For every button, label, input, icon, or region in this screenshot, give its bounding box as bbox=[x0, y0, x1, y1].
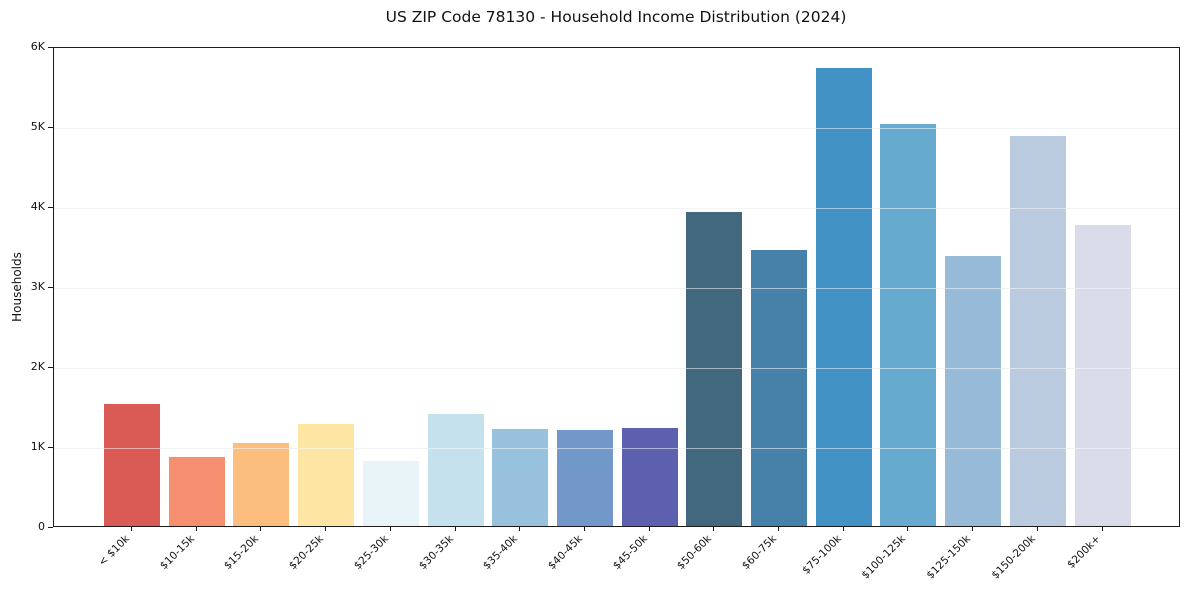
bar bbox=[427, 414, 484, 526]
bar bbox=[168, 457, 225, 526]
x-tick-mark bbox=[1101, 527, 1103, 531]
gridline-overlay bbox=[54, 448, 1179, 449]
y-tick-mark bbox=[48, 207, 53, 208]
chart-title: US ZIP Code 78130 - Household Income Dis… bbox=[385, 8, 847, 26]
x-tick-label: < $10k bbox=[96, 532, 132, 569]
gridline-overlay bbox=[54, 288, 1179, 289]
x-tick-mark bbox=[713, 527, 715, 531]
y-tick-mark bbox=[48, 367, 53, 368]
y-tick-mark bbox=[48, 127, 53, 128]
bar bbox=[104, 403, 160, 526]
x-tick-mark bbox=[454, 527, 456, 531]
gridline-overlay bbox=[54, 208, 1179, 209]
bar bbox=[751, 250, 807, 526]
y-tick-label: 1K bbox=[30, 440, 45, 453]
x-tick-mark bbox=[842, 527, 844, 531]
y-tick-label: 4K bbox=[30, 200, 45, 213]
bar bbox=[621, 428, 678, 526]
y-tick-mark bbox=[48, 287, 53, 288]
y-tick-label: 5K bbox=[30, 120, 45, 133]
bar bbox=[686, 212, 743, 526]
plot-area bbox=[53, 47, 1180, 527]
x-tick-mark bbox=[195, 527, 197, 531]
gridline-overlay bbox=[54, 368, 1179, 369]
bar bbox=[945, 256, 1002, 526]
x-tick-mark bbox=[131, 527, 132, 531]
bar bbox=[362, 461, 419, 526]
x-tick-mark bbox=[260, 527, 262, 531]
bar bbox=[1009, 135, 1066, 526]
x-tick-mark bbox=[583, 527, 585, 531]
gridline-overlay bbox=[54, 128, 1179, 129]
bar bbox=[492, 429, 549, 526]
x-tick-mark bbox=[648, 527, 650, 531]
bar bbox=[233, 442, 290, 526]
y-tick-mark bbox=[48, 447, 53, 448]
x-tick-mark bbox=[907, 527, 909, 531]
bar bbox=[1074, 225, 1131, 526]
y-tick-label: 3K bbox=[30, 280, 45, 293]
x-tick-mark bbox=[325, 527, 327, 531]
y-tick-mark bbox=[48, 527, 53, 528]
x-tick-mark bbox=[972, 527, 974, 531]
bar bbox=[880, 124, 937, 526]
y-tick-label: 2K bbox=[30, 360, 45, 373]
x-tick-mark bbox=[389, 527, 391, 531]
y-tick-label: 0 bbox=[38, 520, 45, 533]
x-tick-mark bbox=[519, 527, 521, 531]
bar bbox=[815, 67, 872, 526]
x-tick-mark bbox=[1036, 527, 1038, 531]
x-tick-mark bbox=[778, 527, 779, 531]
y-tick-mark bbox=[48, 47, 53, 48]
bar bbox=[556, 430, 613, 526]
bar bbox=[298, 424, 355, 526]
y-tick-label: 6K bbox=[30, 40, 45, 53]
